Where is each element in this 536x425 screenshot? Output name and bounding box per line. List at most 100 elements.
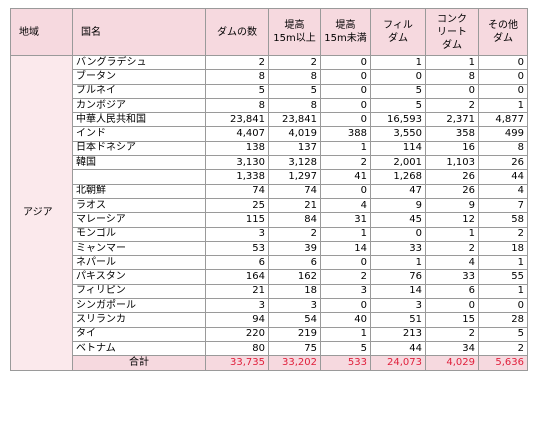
- total-cell: 4,029: [425, 355, 479, 371]
- country-row: 日本ドネシア 138 137 1 114 16 8: [11, 140, 528, 157]
- country-row: ラオス 25 21 4 9 9 7: [11, 197, 528, 214]
- header-line: 堤高: [284, 20, 305, 31]
- count-cell: 2: [425, 326, 479, 342]
- count-cell: 0: [478, 298, 528, 314]
- count-cell: 44: [478, 169, 528, 185]
- count-cell: 25: [205, 197, 269, 214]
- total-label: 合計: [72, 355, 206, 371]
- header-line: 堤高: [335, 20, 356, 31]
- count-cell: 1: [478, 97, 528, 114]
- header-cell: フィル ダム: [370, 8, 426, 56]
- total-cell: 33,202: [268, 355, 321, 371]
- count-cell: 4: [425, 255, 479, 271]
- count-cell: 34: [425, 340, 479, 357]
- table-body: アジア バングラデシュ 2 2 0 1 1 0 ブータン 8 8 0 0 8 0 ブルネイ 5 5 0 5 0 0 カンボジ…: [10, 54, 528, 371]
- header-line: リート: [437, 26, 467, 38]
- country-row: パキスタン 164 162 2 76 33 55: [11, 269, 528, 285]
- country-name: 中華人民共和国: [72, 112, 206, 128]
- count-cell: 39: [268, 240, 321, 257]
- country-name: 日本ドネシア: [72, 140, 206, 157]
- count-cell: 74: [268, 183, 321, 199]
- total-row: 合計 33,735 33,202 533 24,073 4,029 5,636: [11, 355, 528, 371]
- count-cell: 2: [425, 97, 479, 114]
- count-cell: 6: [268, 255, 321, 271]
- region-cell: アジア: [10, 55, 73, 371]
- count-cell: 3,550: [370, 126, 426, 142]
- count-cell: 9: [370, 197, 426, 214]
- count-cell: 2: [205, 54, 269, 71]
- count-cell: 0: [370, 226, 426, 242]
- count-cell: 0: [478, 83, 528, 99]
- count-cell: 2: [268, 226, 321, 242]
- country-row: 中華人民共和国 23,841 23,841 0 16,593 2,371 4,877: [11, 112, 528, 128]
- count-cell: 15: [425, 312, 479, 328]
- country-row: インド 4,407 4,019 388 3,550 358 499: [11, 126, 528, 142]
- header-line: ダム: [442, 39, 462, 51]
- count-cell: 21: [268, 197, 321, 214]
- header-line: ダムの数: [217, 26, 257, 38]
- header-cell: 堤高 15m以上: [268, 8, 321, 56]
- count-cell: 16: [425, 140, 479, 157]
- count-cell: 1: [320, 140, 371, 157]
- count-cell: 8: [268, 97, 321, 114]
- count-cell: 74: [205, 183, 269, 199]
- count-cell: 55: [478, 269, 528, 285]
- count-cell: 4,407: [205, 126, 269, 142]
- count-cell: 26: [425, 183, 479, 199]
- dam-table: 地域 国名 ダムの数 堤高 15m以上 堤高 15m未満 フィル ダム コンク リート ダム その他 ダム…: [10, 8, 528, 371]
- header-row: 地域 国名 ダムの数 堤高 15m以上 堤高 15m未満 フィル ダム コンク リート ダム その他 ダム: [10, 8, 528, 56]
- country-name: ミャンマー: [72, 240, 206, 257]
- count-cell: 47: [370, 183, 426, 199]
- count-cell: 1: [478, 283, 528, 300]
- count-cell: 3: [268, 298, 321, 314]
- country-name: [72, 169, 206, 185]
- count-cell: 8: [268, 69, 321, 85]
- header-line: 15m以上: [273, 33, 316, 44]
- count-cell: 45: [370, 212, 426, 228]
- header-line: コンク: [437, 13, 467, 25]
- count-cell: 1,268: [370, 169, 426, 185]
- count-cell: 0: [425, 83, 479, 99]
- country-row: ブータン 8 8 0 0 8 0: [11, 69, 528, 85]
- count-cell: 2: [268, 54, 321, 71]
- count-cell: 4: [320, 197, 371, 214]
- count-cell: 1: [320, 226, 371, 242]
- country-name: カンボジア: [72, 97, 206, 114]
- country-name: ラオス: [72, 197, 206, 214]
- total-cell: 5,636: [478, 355, 528, 371]
- count-cell: 9: [425, 197, 479, 214]
- country-name: インド: [72, 126, 206, 142]
- count-cell: 1: [370, 54, 426, 71]
- count-cell: 2: [320, 269, 371, 285]
- count-cell: 114: [370, 140, 426, 157]
- count-cell: 12: [425, 212, 479, 228]
- count-cell: 5: [320, 340, 371, 357]
- country-row: ベトナム 80 75 5 44 34 2: [11, 340, 528, 357]
- country-row: 1,338 1,297 41 1,268 26 44: [11, 169, 528, 185]
- country-row: タイ 220 219 1 213 2 5: [11, 326, 528, 342]
- count-cell: 2: [320, 155, 371, 171]
- count-cell: 2: [478, 340, 528, 357]
- count-cell: 18: [478, 240, 528, 257]
- count-cell: 26: [425, 169, 479, 185]
- count-cell: 26: [478, 155, 528, 171]
- count-cell: 18: [268, 283, 321, 300]
- header-line: ダム: [493, 33, 513, 44]
- count-cell: 0: [478, 69, 528, 85]
- count-cell: 213: [370, 326, 426, 342]
- count-cell: 41: [320, 169, 371, 185]
- count-cell: 4: [478, 183, 528, 199]
- count-cell: 53: [205, 240, 269, 257]
- count-cell: 358: [425, 126, 479, 142]
- country-name: 韓国: [72, 155, 206, 171]
- country-name: スリランカ: [72, 312, 206, 328]
- count-cell: 0: [320, 54, 371, 71]
- count-cell: 75: [268, 340, 321, 357]
- count-cell: 2,001: [370, 155, 426, 171]
- count-cell: 44: [370, 340, 426, 357]
- count-cell: 0: [320, 255, 371, 271]
- count-cell: 84: [268, 212, 321, 228]
- country-row: マレーシア 115 84 31 45 12 58: [11, 212, 528, 228]
- count-cell: 2,371: [425, 112, 479, 128]
